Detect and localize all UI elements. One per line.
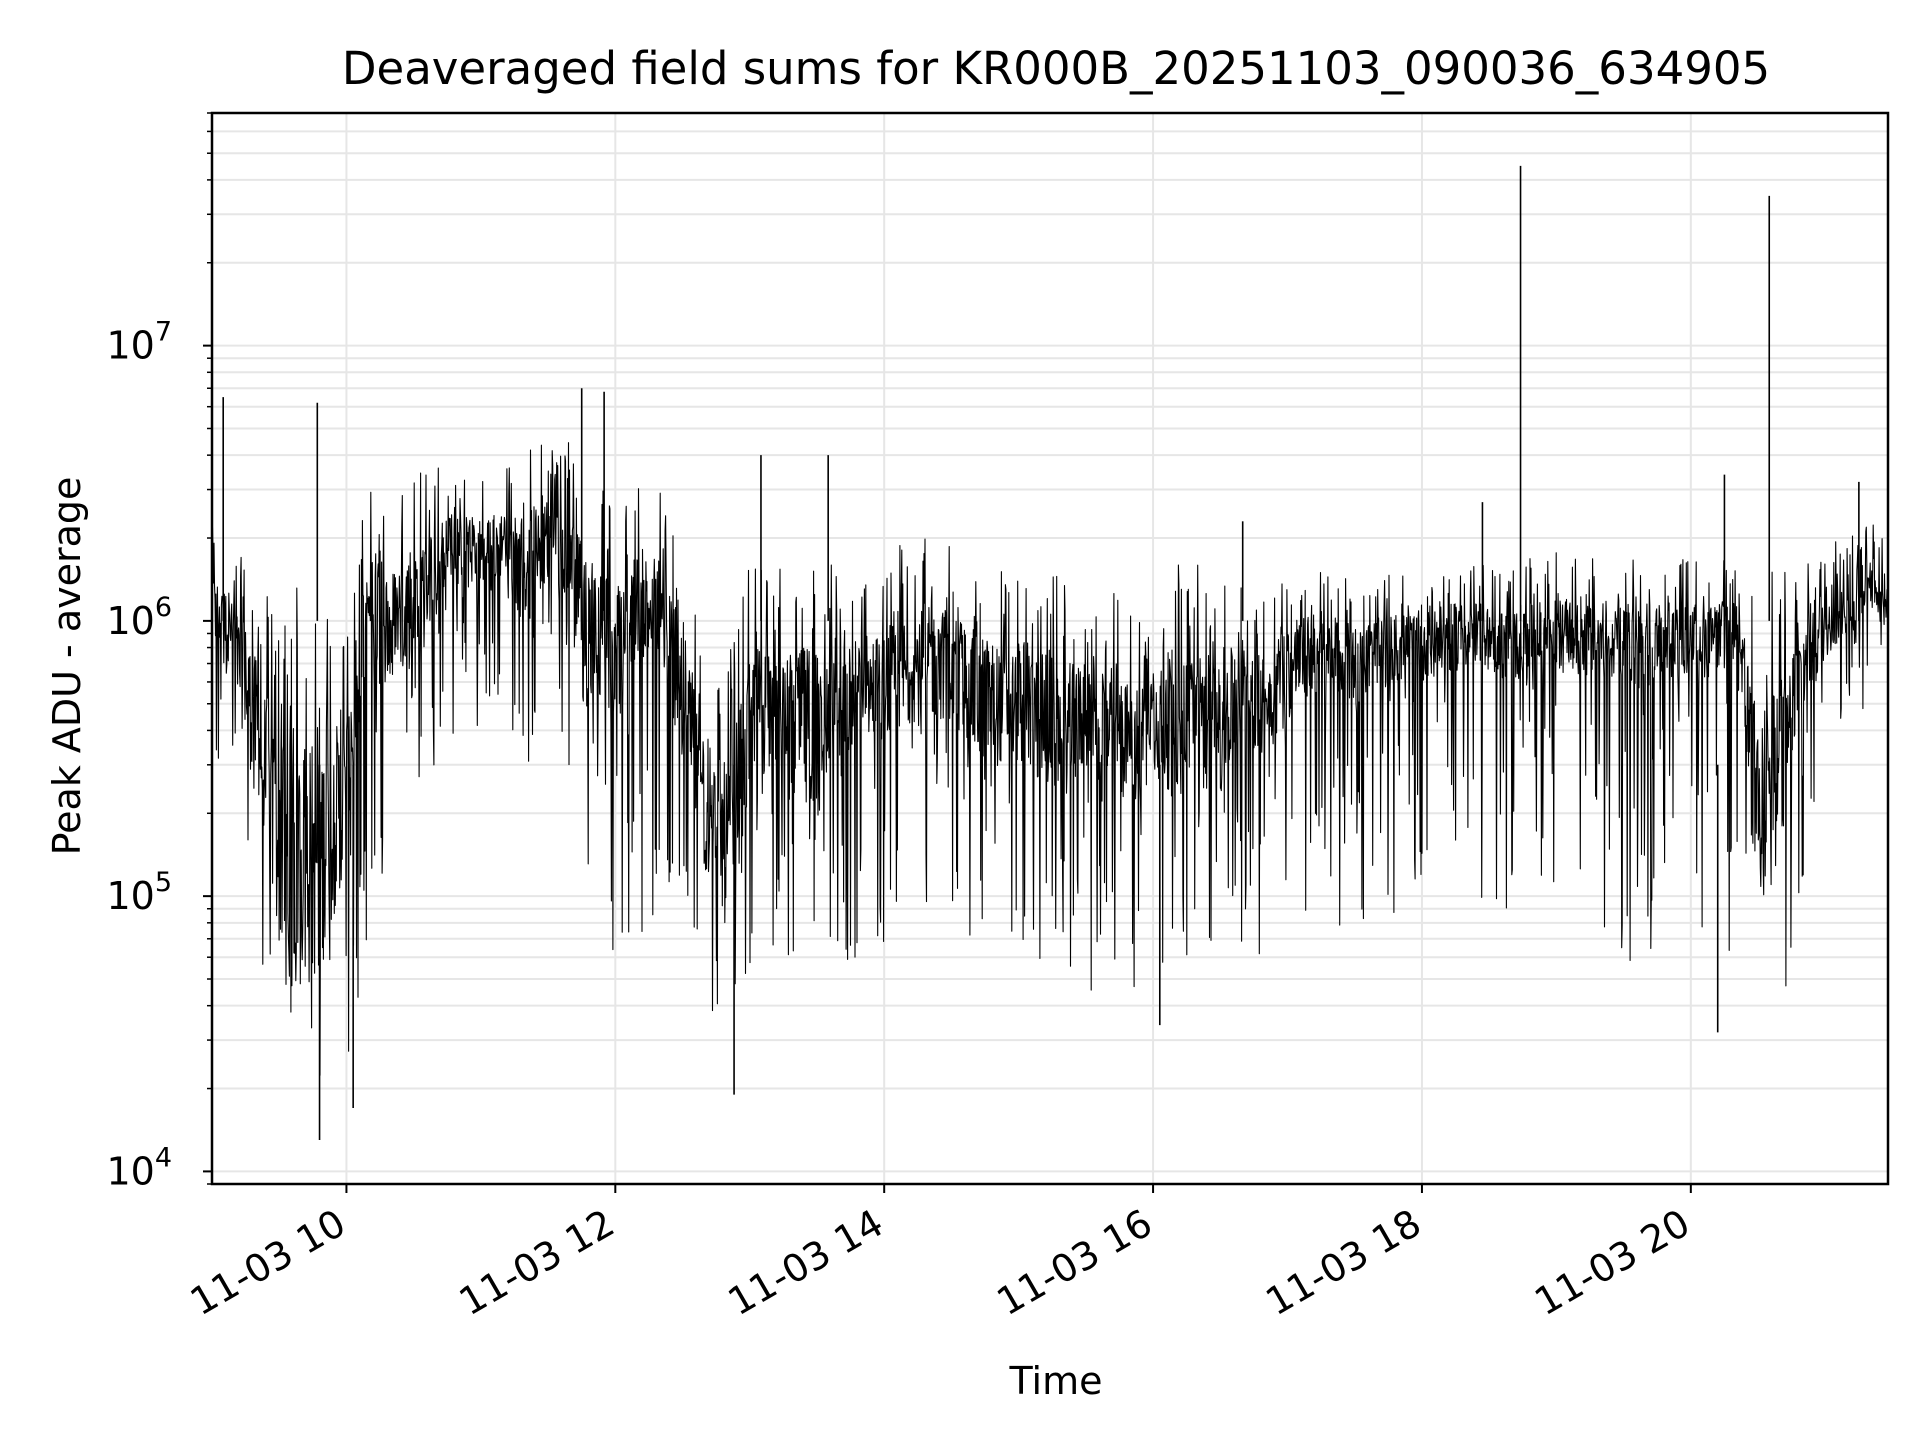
series-line bbox=[211, 442, 1889, 1076]
y-tick-exponent: 7 bbox=[155, 317, 172, 348]
y-axis-label: Peak ADU - average bbox=[45, 477, 89, 856]
chart-title: Deaveraged field sums for KR000B_2025110… bbox=[342, 42, 1770, 95]
y-tick-exponent: 6 bbox=[155, 592, 172, 623]
y-tick-exponent: 4 bbox=[155, 1142, 172, 1173]
y-tick-exponent: 5 bbox=[155, 867, 172, 898]
plot-frame bbox=[210, 111, 1890, 1186]
x-axis-label: Time bbox=[1009, 1359, 1103, 1403]
data-trace bbox=[211, 165, 1889, 1141]
